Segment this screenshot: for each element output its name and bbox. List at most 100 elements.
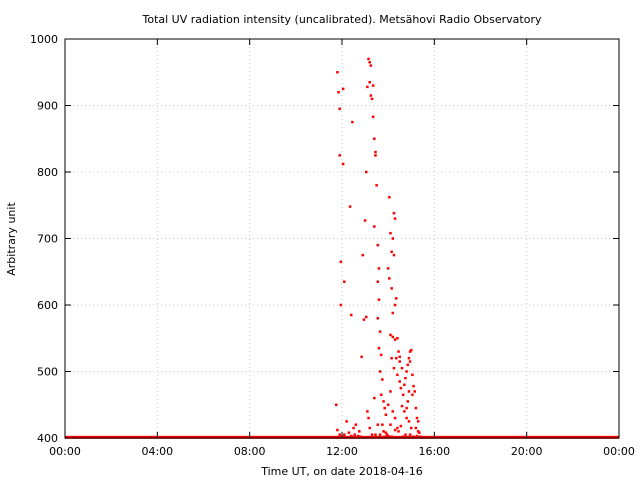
x-tick-label: 00:00: [603, 445, 635, 458]
x-tick-label: 16:00: [418, 445, 450, 458]
data-point: [368, 80, 371, 84]
data-point: [384, 413, 388, 416]
data-point: [406, 400, 410, 403]
data-point: [412, 384, 415, 388]
data-point: [376, 423, 380, 426]
y-tick-label: 700: [37, 233, 58, 246]
data-point: [396, 337, 399, 340]
data-point: [393, 217, 397, 220]
data-point: [362, 318, 366, 321]
data-point: [414, 406, 418, 410]
y-tick-label: 900: [37, 100, 58, 113]
data-point: [354, 423, 358, 426]
data-point: [379, 353, 383, 357]
data-point: [389, 423, 392, 426]
data-point: [368, 61, 371, 64]
grid: [65, 39, 619, 438]
data-points: [334, 57, 422, 438]
data-point: [339, 260, 343, 264]
data-point: [396, 426, 399, 430]
data-point: [392, 253, 396, 257]
data-point: [405, 416, 408, 420]
data-point: [388, 277, 391, 280]
data-point: [392, 211, 396, 215]
data-point: [338, 154, 341, 157]
data-point: [382, 400, 385, 403]
data-point: [393, 416, 397, 420]
data-point: [369, 94, 373, 97]
data-point: [394, 297, 398, 300]
data-point: [405, 406, 408, 410]
x-tick-label: 20:00: [511, 445, 543, 458]
data-point: [391, 410, 395, 413]
data-point: [406, 363, 410, 367]
data-point: [386, 403, 390, 406]
data-point: [404, 433, 407, 436]
data-point: [373, 396, 376, 400]
data-point: [419, 435, 422, 438]
x-tick-label: 12:00: [326, 445, 358, 458]
data-point: [347, 431, 351, 434]
data-point: [352, 426, 355, 430]
data-point: [374, 154, 377, 157]
data-point: [373, 137, 376, 140]
data-point: [358, 430, 361, 433]
data-point: [390, 287, 393, 290]
data-point: [415, 434, 419, 438]
data-point: [374, 433, 377, 436]
data-point: [368, 426, 371, 430]
data-point: [375, 184, 378, 187]
data-point: [370, 433, 374, 436]
data-point: [416, 420, 420, 423]
chart-title: Total UV radiation intensity (uncalibrat…: [142, 13, 542, 26]
x-tick-label: 08:00: [234, 445, 266, 458]
data-point: [343, 280, 346, 283]
data-point: [396, 373, 399, 377]
data-point: [389, 390, 392, 393]
data-point: [390, 250, 393, 254]
data-point: [378, 370, 382, 373]
data-point: [404, 376, 407, 380]
data-point: [397, 430, 400, 433]
data-point: [371, 84, 375, 87]
data-point: [414, 426, 418, 430]
data-point: [390, 435, 393, 438]
data-point: [412, 435, 415, 438]
data-point: [378, 330, 382, 333]
data-point: [338, 433, 341, 436]
data-point: [388, 196, 391, 199]
data-point: [383, 406, 386, 410]
data-point: [381, 378, 384, 381]
data-point: [374, 150, 377, 154]
y-tick-label: 600: [37, 299, 58, 312]
data-point: [367, 416, 370, 420]
data-point: [339, 303, 343, 307]
data-point: [367, 57, 370, 61]
data-point: [341, 162, 345, 166]
data-point: [407, 390, 411, 393]
data-point: [408, 433, 412, 436]
y-axis-title: Arbitrary unit: [5, 202, 18, 276]
y-tick-label: 400: [37, 432, 58, 445]
data-point: [371, 115, 375, 119]
data-point: [378, 433, 382, 436]
data-point: [338, 107, 341, 111]
data-point: [398, 380, 401, 383]
data-point: [364, 315, 368, 319]
data-point: [401, 393, 405, 397]
data-point: [391, 311, 395, 315]
data-point: [381, 423, 384, 426]
data-point: [336, 71, 339, 74]
data-point: [400, 366, 404, 370]
data-point: [384, 431, 388, 434]
data-point: [334, 403, 338, 406]
data-point: [386, 267, 390, 270]
data-point: [349, 313, 353, 317]
x-axis-title: Time UT, on date 2018-04-16: [260, 465, 423, 478]
data-point: [407, 420, 411, 423]
data-point: [400, 404, 404, 408]
data-point: [382, 430, 385, 433]
data-point: [390, 356, 393, 360]
